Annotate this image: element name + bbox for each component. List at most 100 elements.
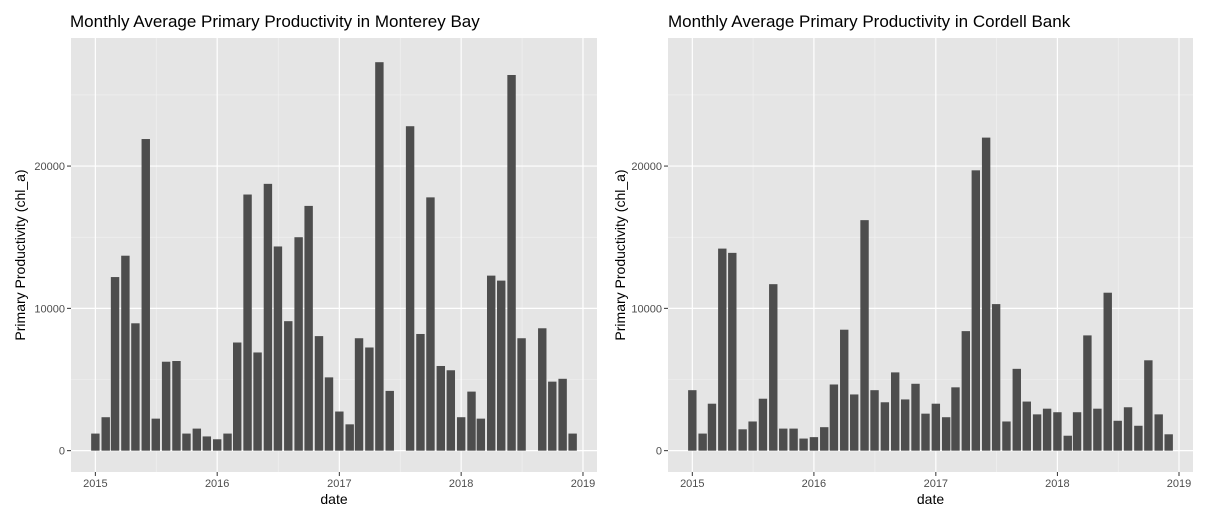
- cordell-bar-2015-01: [688, 390, 697, 451]
- monterey-bar-2016-10: [304, 205, 313, 451]
- y-tick-label: 10000: [34, 303, 65, 315]
- monterey-bar-2015-05: [131, 323, 140, 451]
- cordell-bank-chart: 0 10000 20000 2015 2016 2017 2018 2019 Monthly A…: [612, 12, 1193, 507]
- y-tick-label: 20000: [631, 161, 662, 173]
- monterey-bar-2016-09: [294, 237, 303, 451]
- x-tick-label: 2018: [1045, 478, 1069, 490]
- monterey-bar-2018-12: [568, 433, 577, 451]
- cordell-bar-2018-05: [1093, 408, 1102, 451]
- monterey-bar-2015-06: [141, 139, 150, 451]
- cordell-bar-2016-05: [850, 394, 859, 451]
- monterey-bar-2017-12: [446, 370, 456, 451]
- cordell-bar-2017-01: [931, 403, 941, 451]
- monterey-bar-2018-09: [538, 328, 547, 451]
- cordell-bar-2017-02: [941, 417, 951, 451]
- cordell-bar-2015-02: [698, 433, 707, 451]
- cordell-bar-2017-04: [961, 331, 971, 451]
- cordell-bar-2017-11: [1032, 414, 1042, 451]
- y-tick-label: 20000: [34, 161, 65, 173]
- chart-title: Monthly Average Primary Productivity in …: [668, 12, 1071, 31]
- monterey-bar-2018-01: [456, 417, 466, 451]
- cordell-bar-2016-08: [880, 402, 890, 451]
- cordell-bar-2018-01: [1053, 412, 1062, 451]
- monterey-bar-2016-06: [263, 183, 273, 451]
- monterey-bar-2018-10: [548, 381, 557, 451]
- monterey-bar-2016-08: [284, 321, 293, 451]
- cordell-bar-2018-02: [1063, 435, 1072, 451]
- cordell-bar-2017-05: [971, 170, 981, 451]
- monterey-bar-2017-11: [436, 365, 446, 451]
- monterey-bay-chart: 0 10000 20000 2015 2016 2017 2018 2019 Monthly A…: [12, 12, 597, 507]
- cordell-bar-2016-01: [809, 437, 819, 451]
- y-tick-label: 0: [59, 446, 65, 458]
- cordell-bar-2018-11: [1154, 414, 1163, 451]
- cordell-bar-2015-07: [748, 421, 757, 451]
- monterey-bar-2015-08: [161, 361, 171, 451]
- cordell-bar-2018-03: [1072, 412, 1082, 451]
- cordell-bar-2018-10: [1144, 360, 1153, 451]
- cordell-bar-2017-06: [981, 137, 991, 451]
- monterey-bar-2017-09: [416, 333, 425, 451]
- bars: [688, 137, 1173, 451]
- cordell-bar-2017-09: [1012, 368, 1021, 451]
- cordell-bar-2015-05: [728, 252, 737, 451]
- cordell-bar-2018-12: [1164, 434, 1173, 451]
- x-tick-label: 2015: [83, 478, 107, 490]
- cordell-bar-2015-10: [779, 428, 788, 451]
- monterey-bar-2016-03: [233, 342, 242, 451]
- monterey-bar-2016-07: [273, 246, 283, 451]
- cordell-bar-2015-08: [758, 398, 768, 451]
- monterey-bar-2016-11: [314, 336, 324, 451]
- cordell-bar-2018-04: [1083, 335, 1092, 451]
- monterey-bar-2017-02: [345, 424, 354, 451]
- monterey-bar-2016-12: [324, 377, 334, 451]
- chart-title: Monthly Average Primary Productivity in …: [70, 12, 480, 31]
- x-axis-label: date: [917, 491, 944, 507]
- cordell-bar-2017-03: [951, 387, 960, 451]
- monterey-bar-2017-06: [385, 390, 394, 451]
- monterey-bar-2015-12: [202, 436, 212, 451]
- monterey-bar-2015-07: [151, 418, 160, 451]
- monterey-bar-2015-02: [101, 417, 110, 451]
- monterey-bar-2015-03: [110, 277, 120, 451]
- cordell-bar-2015-12: [799, 438, 808, 451]
- monterey-bar-2017-10: [426, 197, 435, 451]
- cordell-bar-2016-09: [890, 372, 900, 451]
- monterey-bar-2018-07: [517, 338, 526, 451]
- x-tick-label: 2016: [802, 478, 826, 490]
- cordell-bar-2017-08: [1002, 421, 1011, 451]
- monterey-bar-2016-01: [212, 439, 222, 451]
- monterey-bar-2016-04: [243, 194, 252, 451]
- x-tick-label: 2017: [924, 478, 948, 490]
- monterey-bar-2018-05: [497, 280, 506, 451]
- cordell-bar-2018-07: [1113, 420, 1122, 451]
- monterey-bar-2016-05: [253, 352, 262, 451]
- y-tick-label: 10000: [631, 303, 662, 315]
- monterey-bar-2017-01: [335, 411, 344, 451]
- cordell-bar-2015-11: [789, 428, 798, 451]
- monterey-bar-2015-11: [192, 428, 202, 451]
- cordell-bar-2015-03: [707, 403, 717, 451]
- monterey-bar-2017-08: [405, 126, 415, 451]
- y-tick-label: 0: [656, 446, 662, 458]
- monterey-bar-2018-06: [507, 74, 516, 451]
- y-axis-label: Primary Productivity (chl_a): [12, 169, 28, 340]
- bars: [91, 62, 577, 451]
- monterey-bar-2015-09: [172, 361, 181, 451]
- cordell-bar-2018-08: [1123, 407, 1133, 451]
- cordell-bar-2015-06: [738, 429, 747, 451]
- cordell-bar-2017-07: [991, 304, 1001, 451]
- monterey-bar-2016-02: [223, 433, 232, 451]
- x-tick-label: 2017: [327, 478, 351, 490]
- cordell-bar-2016-10: [900, 399, 910, 451]
- plot-panel: [668, 38, 1193, 472]
- cordell-bar-2016-04: [840, 329, 849, 451]
- cordell-bar-2016-07: [870, 390, 879, 451]
- cordell-bar-2016-06: [860, 220, 869, 451]
- cordell-bar-2016-12: [921, 413, 930, 451]
- monterey-bar-2018-04: [486, 275, 496, 451]
- x-tick-label: 2019: [1167, 478, 1191, 490]
- cordell-bar-2016-02: [820, 427, 829, 451]
- monterey-bar-2018-03: [476, 418, 486, 451]
